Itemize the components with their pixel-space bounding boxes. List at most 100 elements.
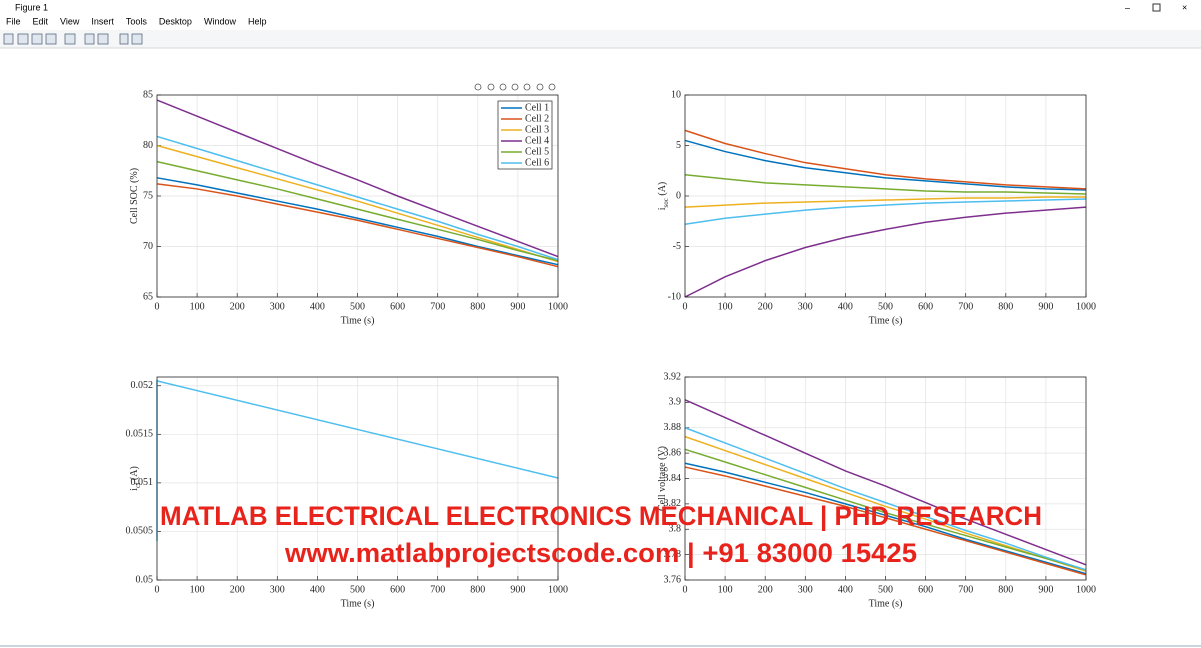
menu-item[interactable]: File [6,16,21,26]
tool-legend[interactable] [97,33,109,45]
y-tick-label: 3.92 [664,371,682,382]
axes-tool-pan[interactable] [511,83,519,91]
legend-label: Cell 4 [525,135,549,146]
menu-bar: File Edit View Insert Tools Desktop Window Help [6,16,266,26]
y-axis-label-part: (A) [129,466,140,482]
menu-item[interactable]: Help [248,16,267,26]
watermark-line: www.matlabprojectscode.com | +91 83000 1… [284,538,917,568]
menu-item[interactable]: View [60,16,80,26]
x-axis-label: Time (s) [341,598,375,609]
x-tick-label: 0 [155,301,160,312]
maximize[interactable] [1152,3,1161,12]
y-tick-label: 75 [143,190,153,201]
menu-item[interactable]: Tools [126,16,148,26]
menu-item[interactable]: Window [204,16,237,26]
x-tick-label: 0 [683,301,688,312]
series-line [684,462,1087,575]
legend-box [497,100,553,170]
y-tick-label: 65 [143,291,153,302]
axes: 0 100 200 300 400 500 600 700 800 900 1000 3.76 3.78… [657,371,1096,609]
x-tick-label: 800 [470,301,485,312]
x-tick-label: 800 [998,301,1013,312]
menu-item[interactable]: Desktop [159,16,192,26]
menu-item[interactable]: Insert [91,16,114,26]
tool-propertyeditor[interactable] [131,33,143,45]
x-tick-label: 100 [718,301,733,312]
series-line [684,399,1087,566]
x-tick-label: 900 [1038,584,1053,595]
y-axis-label-subscript: soc [662,198,670,207]
axes-tool-export[interactable] [474,83,482,91]
axes-tool-home[interactable] [548,83,556,91]
axes-tool-zoomout[interactable] [536,83,544,91]
x-tick-label: 700 [430,584,445,595]
x-tick-label: 300 [270,301,285,312]
y-axis-label: Cell SOC (%) [129,168,140,224]
x-tick-label: 1000 [548,584,568,595]
axes-tool-zoomin[interactable] [523,83,531,91]
y-tick-label: 0.05 [136,574,154,585]
tool-pointer[interactable] [119,33,129,45]
y-tick-label: 3.76 [664,574,682,585]
x-tick-label: 900 [1038,301,1053,312]
legend-label: Cell 5 [525,146,549,157]
x-tick-label: 800 [998,584,1013,595]
window-title: Figure 1 [15,2,48,12]
y-axis-label-part: i [129,488,140,491]
menu-item[interactable]: Edit [33,16,49,26]
toolbar [0,30,1201,48]
x-tick-label: 600 [918,301,933,312]
y-tick-label: 3.82 [664,498,682,509]
tool-new[interactable] [3,33,14,45]
axes-tool-brush[interactable] [487,83,495,91]
tool-open[interactable] [17,33,29,45]
series-line [156,183,559,268]
series-line [156,135,559,261]
y-tick-label: 85 [143,89,153,100]
axes-tool-datatip[interactable] [499,83,507,91]
series-line [684,427,1087,571]
series-line [684,435,1087,572]
x-tick-label: 200 [230,301,245,312]
x-tick-label: 700 [958,584,973,595]
y-tick-label: 0.0505 [126,526,154,537]
axes-box [684,94,1087,298]
y-tick-label: 3.84 [664,473,682,484]
axes-box [684,376,1087,581]
legend-label: Cell 2 [525,113,549,124]
y-tick-label: 0 [676,190,681,201]
tool-link[interactable] [64,33,76,45]
series-line [684,139,1087,191]
tool-print[interactable] [45,33,57,45]
minimize[interactable]: – [1125,2,1130,12]
x-tick-label: 0 [155,584,160,595]
y-tick-label: 10 [671,89,681,100]
tool-colorbar[interactable] [84,33,95,45]
tool-save[interactable] [31,33,43,45]
y-tick-label: -10 [668,291,681,302]
y-tick-label: 0.052 [131,380,154,391]
axes: 0 100 200 300 400 500 600 700 800 900 1000 -10 -5 0 5 1… [657,89,1096,326]
x-tick-label: 700 [430,301,445,312]
y-tick-label: 3.9 [669,397,682,408]
y-axis-label: isoc (A) [657,182,669,211]
x-tick-label: 400 [838,301,853,312]
x-tick-label: 500 [878,584,893,595]
toolbar-icons [3,33,143,45]
x-tick-label: 200 [758,301,773,312]
x-tick-label: 1000 [548,301,568,312]
x-tick-label: 500 [878,301,893,312]
y-tick-label: 80 [143,140,153,151]
series-line [684,174,1087,195]
axes-toolbar [474,83,556,91]
x-tick-label: 900 [510,301,525,312]
close[interactable]: × [1182,2,1187,12]
y-axis-label-part: i [657,207,668,210]
x-tick-label: 1000 [1076,584,1096,595]
x-tick-label: 200 [230,584,245,595]
axes: 0 100 200 300 400 500 600 700 800 900 1000 65 70 75 80… [129,89,568,326]
y-axis-label-part: Cell SOC (%) [129,168,140,224]
